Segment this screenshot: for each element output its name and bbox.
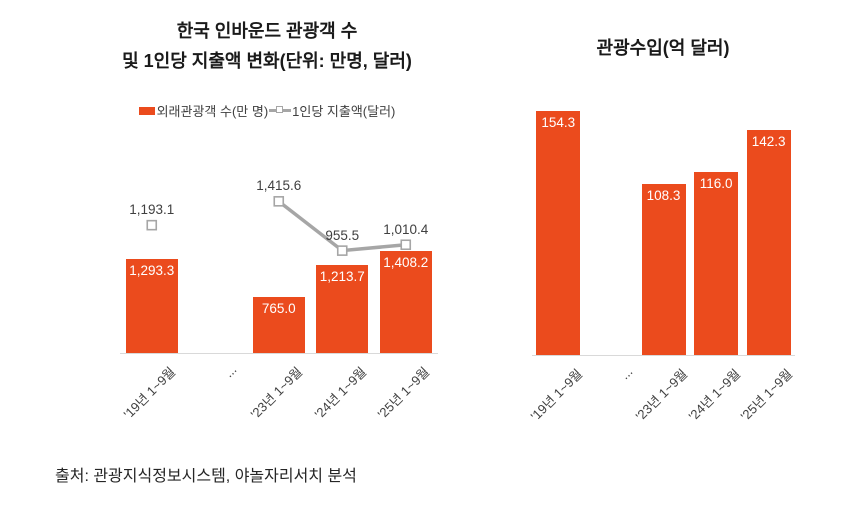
- line-value-label: 1,415.6: [256, 178, 302, 194]
- bar-value-label: 116.0: [699, 175, 733, 191]
- category-label: ...: [617, 364, 636, 383]
- bar: 116.0: [694, 171, 739, 355]
- left-chart-plot-area: 1,293.3 '19년 1~9월... 765.0 '23년 1~9월 1,213.7…: [120, 128, 438, 422]
- line-value-label: 1,010.4: [383, 221, 429, 237]
- bar-value-label: 765.0: [261, 301, 296, 317]
- category-label: '25년 1~9월: [737, 366, 796, 424]
- source-note: 출처: 관광지식정보시스템, 야놀자리서치 분석: [55, 468, 357, 485]
- right-chart-title: 관광수입(억 달러): [596, 38, 730, 58]
- category-label: '24년 1~9월: [311, 364, 369, 422]
- bar: 1,293.3: [125, 259, 178, 353]
- line-value-label: 955.5: [325, 227, 360, 243]
- bar-value-label: 154.3: [541, 115, 576, 131]
- bar: 765.0: [252, 297, 305, 353]
- bar-value-label: 1,408.2: [383, 254, 429, 270]
- category-label: '19년 1~9월: [527, 366, 586, 424]
- bar-value-label: 1,293.3: [129, 263, 175, 279]
- category-label: '25년 1~9월: [374, 364, 433, 422]
- bar: 1,408.2: [379, 250, 432, 353]
- right-x-axis-line: [532, 355, 795, 356]
- category-label: '23년 1~9월: [632, 366, 691, 424]
- bar-series-swatch-icon: [138, 106, 155, 115]
- legend-label-line-series: 1인당 지출액(달러): [292, 104, 396, 119]
- bar: 1,213.7: [316, 264, 369, 353]
- left-chart-title: 한국 인바운드 관광객 수 및 1인당 지출액 변화(단위: 만명, 달러): [57, 16, 477, 76]
- legend-label-bar-series: 외래관광객 수(만 명): [156, 104, 269, 119]
- bar: 154.3: [536, 111, 581, 355]
- line-value-label: 1,193.1: [129, 202, 175, 218]
- left-chart-title-line2: 및 1인당 지출액 변화(단위: 만명, 달러): [122, 51, 412, 71]
- bar-value-label: 142.3: [751, 134, 786, 149]
- bar-value-label: 108.3: [646, 187, 681, 203]
- left-chart-title-line1: 한국 인바운드 관광객 수: [176, 21, 358, 41]
- bar: 108.3: [641, 183, 686, 355]
- category-label: '23년 1~9월: [247, 364, 306, 422]
- category-label: '19년 1~9월: [120, 364, 179, 422]
- square-marker-icon: [276, 106, 284, 113]
- category-label: '24년 1~9월: [685, 366, 743, 424]
- line-marker: [273, 196, 285, 207]
- bar: 142.3: [746, 130, 791, 355]
- right-chart-plot-area: 154.3 '19년 1~9월... 108.3 '23년 1~9월 116.0 '24년…: [527, 102, 795, 424]
- line-series-marker-icon: [269, 106, 292, 115]
- category-label: ...: [221, 362, 240, 381]
- line-marker: [400, 239, 412, 251]
- bar-value-label: 1,213.7: [319, 268, 365, 284]
- spending-line-layer: [146, 196, 412, 256]
- left-x-axis-line: [120, 353, 438, 354]
- legend: 외래관광객 수(만 명) 1인당 지출액(달러): [57, 101, 477, 120]
- line-marker: [146, 219, 158, 231]
- line-marker: [336, 245, 348, 256]
